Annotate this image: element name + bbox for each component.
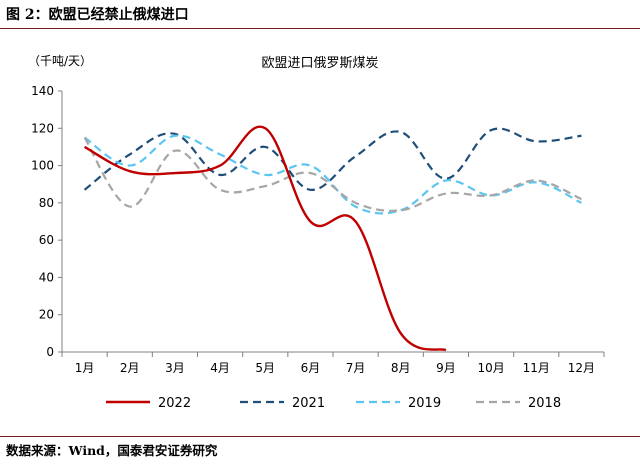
chart-title: 欧盟进口俄罗斯煤炭 [261, 56, 378, 71]
legend-label-2021: 2021 [292, 396, 325, 411]
x-tick-label: 5月 [255, 361, 275, 375]
y-tick-label: 60 [39, 233, 54, 247]
x-tick-label: 8月 [391, 361, 411, 375]
x-tick-label: 4月 [210, 361, 230, 375]
y-tick-label: 120 [31, 121, 54, 135]
x-tick-label: 7月 [346, 361, 366, 375]
x-tick-label: 12月 [568, 361, 595, 375]
y-tick-label: 140 [31, 84, 54, 98]
x-tick-label: 2月 [120, 361, 140, 375]
figure-title: 图 2：欧盟已经禁止俄煤进口 [6, 7, 189, 23]
x-tick-label: 9月 [436, 361, 456, 375]
bottom-rule [0, 436, 640, 437]
x-tick-label: 1月 [75, 361, 95, 375]
x-tick-label: 3月 [165, 361, 185, 375]
series-line-2021 [83, 127, 582, 191]
x-tick-label: 10月 [477, 361, 504, 375]
y-axis-unit-label: （千吨/天） [28, 54, 92, 68]
figure-source: 数据来源：Wind，国泰君安证券研究 [6, 443, 218, 458]
series-line-2022 [84, 125, 447, 352]
y-tick-label: 40 [39, 270, 54, 284]
y-tick-label: 100 [31, 159, 54, 173]
line-chart: 0 20 40 60 80 100 120 140 1月 2月 3月 4月 5月 6月 7月 8月 9月 10月 1… [28, 54, 605, 411]
y-tick-label: 20 [39, 308, 54, 322]
x-tick-label: 6月 [301, 361, 321, 375]
y-tick-label: 0 [46, 345, 54, 359]
top-rule [0, 28, 640, 29]
legend-label-2018: 2018 [528, 396, 561, 411]
chart-axes: 0 20 40 60 80 100 120 140 1月 2月 3月 4月 5月 6月 7月 8月 9月 10月 1… [31, 84, 605, 375]
series-line-2018 [83, 137, 582, 212]
chart-series-lines [83, 125, 582, 352]
x-tick-label: 11月 [523, 361, 550, 375]
legend-label-2022: 2022 [158, 396, 191, 411]
chart-legend: 2022 2021 2019 2018 [106, 396, 561, 411]
y-tick-label: 80 [39, 196, 54, 210]
legend-label-2019: 2019 [408, 396, 441, 411]
